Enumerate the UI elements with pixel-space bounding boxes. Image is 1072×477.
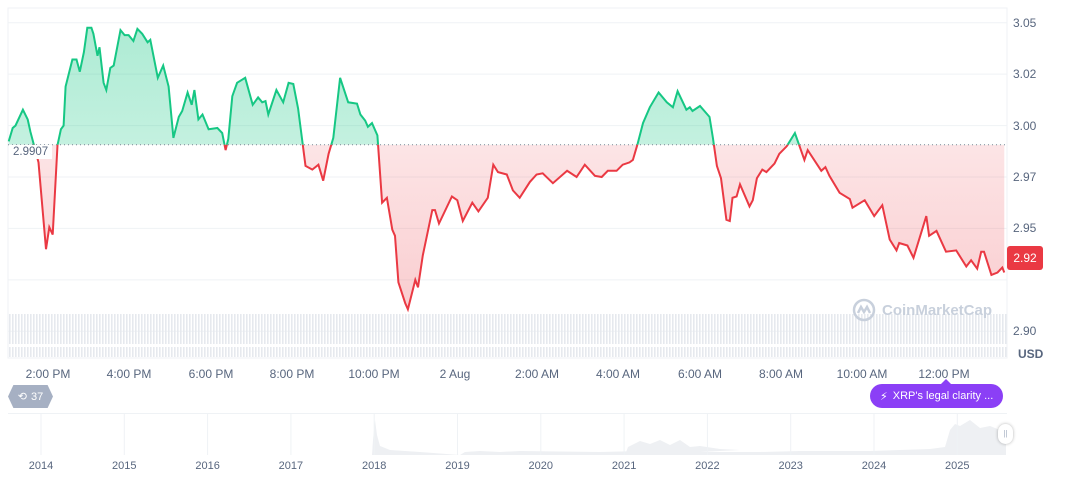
watermark: CoinMarketCap	[852, 298, 992, 322]
x-tick-label: 6:00 PM	[188, 367, 234, 381]
x-tick-label: 10:00 AM	[836, 367, 888, 381]
current-price-badge: 2.92	[1007, 246, 1043, 270]
y-tick-label: 2.90	[1013, 324, 1037, 339]
navigator-year-label: 2018	[361, 460, 387, 472]
x-tick-label: 2:00 PM	[25, 367, 71, 381]
navigator-year-label: 2020	[528, 460, 554, 472]
navigator-year-label: 2024	[861, 460, 887, 472]
x-tick-label: 10:00 PM	[348, 367, 400, 381]
x-tick-label: 2:00 AM	[514, 367, 560, 381]
history-count: 37	[30, 390, 44, 403]
y-tick-label: 3.02	[1013, 67, 1037, 82]
lightning-icon: ⚡︎	[880, 390, 888, 403]
navigator-year-label: 2014	[28, 460, 54, 472]
area-above-baseline	[8, 27, 800, 145]
price-line-up	[7, 26, 801, 145]
navigator-year-label: 2022	[695, 460, 720, 472]
history-icon: ⟲	[17, 391, 27, 403]
navigator-year-label: 2016	[195, 460, 220, 472]
news-label: XRP's legal clarity ...	[892, 390, 994, 402]
x-tick-label: 4:00 PM	[106, 367, 152, 381]
x-tick-label: 8:00 PM	[269, 367, 315, 381]
y-tick-label: 3.05	[1013, 15, 1037, 30]
navigator[interactable]	[8, 413, 1007, 457]
y-tick-label: 3.00	[1013, 118, 1037, 133]
x-tick-label: 6:00 AM	[677, 367, 723, 381]
currency-label: USD	[1018, 347, 1044, 361]
watermark-text: CoinMarketCap	[882, 301, 993, 319]
news-badge[interactable]: ⚡︎ XRP's legal clarity ...	[870, 379, 1004, 408]
area-below-baseline	[8, 144, 1005, 310]
navigator-year-label: 2025	[945, 460, 970, 472]
navigator-year-label: 2017	[278, 460, 304, 472]
plot-border	[7, 7, 1008, 359]
volume-bars	[8, 314, 1007, 357]
navigator-history-area	[8, 420, 1006, 455]
navigator-year-label: 2021	[611, 460, 637, 472]
baseline-label: 2.9907	[9, 145, 53, 159]
navigator-year-label: 2023	[778, 460, 803, 472]
x-tick-label: 2 Aug	[439, 367, 471, 381]
navigator-year-label: 2019	[445, 460, 470, 472]
history-badge[interactable]: ⟲ 37	[8, 385, 53, 408]
x-tick-label: 8:00 AM	[758, 367, 804, 381]
x-tick-label: 12:00 PM	[918, 367, 970, 381]
y-tick-label: 2.97	[1013, 170, 1037, 184]
y-tick-label: 2.95	[1013, 221, 1037, 236]
drag-handle-icon[interactable]: ||	[998, 424, 1013, 444]
price-line-down	[32, 144, 1006, 313]
coinmarketcap-logo-icon	[852, 298, 876, 322]
x-tick-label: 4:00 AM	[595, 367, 641, 381]
navigator-year-label: 2015	[112, 460, 137, 472]
